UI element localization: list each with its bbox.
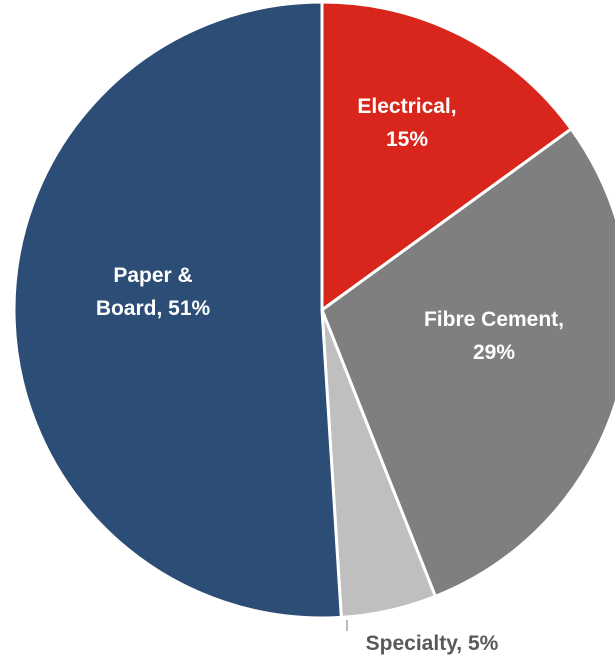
slice-label-specialty: Specialty, 5% [366, 632, 499, 655]
